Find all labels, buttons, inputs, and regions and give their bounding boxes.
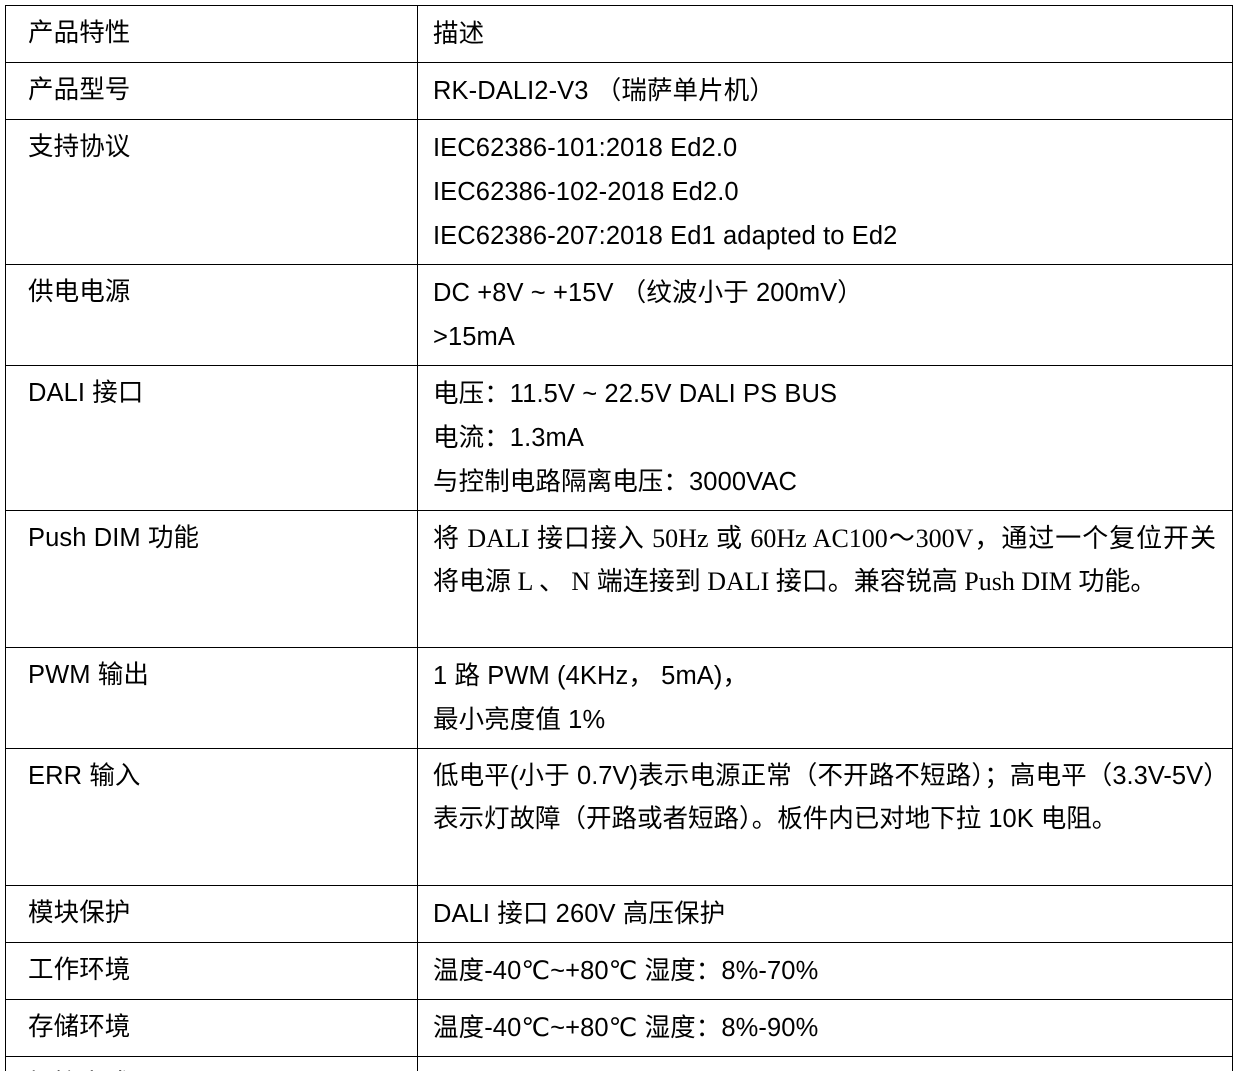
row-label-push-dim: Push DIM 功能: [5, 510, 418, 648]
table-row-module-protection: 模块保护 DALI 接口 260V 高压保护: [5, 885, 1233, 943]
value-line: 温度-40℃~+80℃ 湿度：8%-70%: [433, 957, 819, 985]
row-label-pwm-output: PWM 输出: [5, 647, 418, 749]
row-label-operating-environment: 工作环境: [5, 942, 418, 1000]
label-text: 存储环境: [28, 1013, 131, 1041]
header-cell-feature: 产品特性: [5, 5, 418, 63]
row-label-module-protection: 模块保护: [5, 885, 418, 943]
header-cell-description: 描述: [417, 5, 1233, 63]
table-row-pwm-output: PWM 输出 1 路 PWM (4KHz， 5mA)， 最小亮度值 1%: [5, 647, 1233, 749]
value-line: 最小亮度值 1%: [433, 706, 606, 734]
value-line: 温度-40℃~+80℃ 湿度：8%-90%: [433, 1014, 819, 1042]
row-label-product-model: 产品型号: [5, 62, 418, 120]
header-label-description: 描述: [433, 20, 485, 48]
table-row-storage-environment: 存储环境 温度-40℃~+80℃ 湿度：8%-90%: [5, 999, 1233, 1057]
table-row-push-dim: Push DIM 功能 将 DALI 接口接入 50Hz 或 60Hz AC10…: [5, 510, 1233, 648]
label-text: ERR 输入: [28, 762, 141, 790]
table-row-product-model: 产品型号 RK-DALI2-V3 （瑞萨单片机）: [5, 62, 1233, 120]
row-label-dali-interface: DALI 接口: [5, 365, 418, 511]
value-line: IEC62386-102-2018 Ed2.0: [433, 178, 739, 206]
value-line: RK-DALI2-V3 （瑞萨单片机）: [433, 77, 775, 105]
table-row-supported-protocols: 支持协议 IEC62386-101:2018 Ed2.0 IEC62386-10…: [5, 119, 1233, 265]
value-line: 金手指，焊接: [433, 1063, 1220, 1071]
label-text: 产品型号: [28, 76, 131, 104]
value-line: >15mA: [433, 323, 516, 351]
row-label-storage-environment: 存储环境: [5, 999, 418, 1057]
row-value-power-supply: DC +8V ~ +15V （纹波小于 200mV） >15mA: [417, 264, 1233, 366]
label-text: DALI 接口: [28, 379, 144, 407]
value-paragraph: 将 DALI 接口接入 50Hz 或 60Hz AC100～300V，通过一个复…: [433, 524, 1216, 596]
row-value-pwm-output: 1 路 PWM (4KHz， 5mA)， 最小亮度值 1%: [417, 647, 1233, 749]
table-header-row: 产品特性 描述: [5, 5, 1233, 63]
row-value-product-model: RK-DALI2-V3 （瑞萨单片机）: [417, 62, 1233, 120]
row-value-push-dim: 将 DALI 接口接入 50Hz 或 60Hz AC100～300V，通过一个复…: [417, 510, 1233, 648]
value-line: 与控制电路隔离电压：3000VAC: [433, 468, 797, 496]
row-value-operating-environment: 温度-40℃~+80℃ 湿度：8%-70%: [417, 942, 1233, 1000]
label-text: PWM 输出: [28, 661, 150, 689]
row-label-power-supply: 供电电源: [5, 264, 418, 366]
table-row-dali-interface: DALI 接口 电压：11.5V ~ 22.5V DALI PS BUS 电流：…: [5, 365, 1233, 511]
product-specification-table: 产品特性 描述 产品型号 RK-DALI2-V3 （瑞萨单片机）: [5, 5, 1233, 1071]
table-row-soldering-method: 焊接方式 金手指，焊接: [5, 1056, 1233, 1071]
value-line: 电压：11.5V ~ 22.5V DALI PS BUS: [433, 380, 838, 408]
row-label-soldering-method: 焊接方式: [5, 1056, 418, 1071]
label-text: 模块保护: [28, 899, 131, 927]
row-label-err-input: ERR 输入: [5, 748, 418, 886]
row-value-storage-environment: 温度-40℃~+80℃ 湿度：8%-90%: [417, 999, 1233, 1057]
value-line: 电流：1.3mA: [433, 424, 584, 452]
value-paragraph: 低电平(小于 0.7V)表示电源正常（不开路不短路）；高电平（3.3V-5V）表…: [433, 762, 1216, 833]
row-value-err-input: 低电平(小于 0.7V)表示电源正常（不开路不短路）；高电平（3.3V-5V）表…: [417, 748, 1233, 886]
row-value-soldering-method: 金手指，焊接: [417, 1056, 1233, 1071]
table-row-err-input: ERR 输入 低电平(小于 0.7V)表示电源正常（不开路不短路）；高电平（3.…: [5, 748, 1233, 886]
value-line: DALI 接口 260V 高压保护: [433, 900, 726, 928]
label-text: 工作环境: [28, 956, 131, 984]
table-row-power-supply: 供电电源 DC +8V ~ +15V （纹波小于 200mV） >15mA: [5, 264, 1233, 366]
table-row-operating-environment: 工作环境 温度-40℃~+80℃ 湿度：8%-70%: [5, 942, 1233, 1000]
row-label-supported-protocols: 支持协议: [5, 119, 418, 265]
value-line: IEC62386-207:2018 Ed1 adapted to Ed2: [433, 222, 898, 250]
value-line: DC +8V ~ +15V （纹波小于 200mV）: [433, 279, 863, 307]
label-text: 支持协议: [28, 133, 131, 161]
value-line: IEC62386-101:2018 Ed2.0: [433, 134, 738, 162]
header-label-feature: 产品特性: [28, 19, 131, 47]
row-value-module-protection: DALI 接口 260V 高压保护: [417, 885, 1233, 943]
value-line: 1 路 PWM (4KHz， 5mA)，: [433, 662, 749, 690]
row-value-supported-protocols: IEC62386-101:2018 Ed2.0 IEC62386-102-201…: [417, 119, 1233, 265]
label-text: Push DIM 功能: [28, 524, 200, 552]
row-value-dali-interface: 电压：11.5V ~ 22.5V DALI PS BUS 电流：1.3mA 与控…: [417, 365, 1233, 511]
label-text: 焊接方式: [28, 1063, 417, 1071]
label-text: 供电电源: [28, 278, 131, 306]
